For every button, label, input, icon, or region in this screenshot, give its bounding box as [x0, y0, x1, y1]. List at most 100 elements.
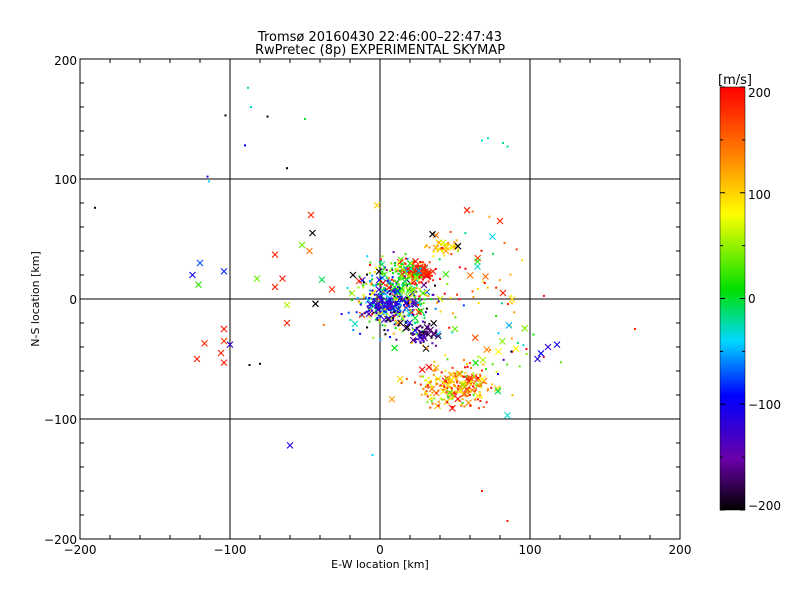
data-point: [430, 386, 433, 389]
data-point: [439, 384, 442, 387]
data-point: [433, 397, 436, 400]
data-point: [440, 242, 443, 245]
data-point: [362, 281, 365, 284]
data-point: [438, 258, 441, 261]
data-point: [498, 279, 501, 282]
data-point: [435, 392, 438, 395]
data-point: [441, 250, 444, 253]
data-point: [363, 312, 366, 315]
data-point: [437, 404, 440, 407]
data-point: [432, 373, 435, 376]
data-point: [414, 267, 417, 270]
data-point: [414, 274, 417, 277]
data-point: [369, 304, 372, 307]
data-point-x: [472, 359, 480, 367]
data-point-x: [423, 323, 431, 331]
data-point: [446, 282, 449, 285]
data-point: [460, 371, 463, 374]
data-point: [430, 397, 433, 400]
data-point: [369, 283, 372, 286]
y-axis-ticks: 200 100 0 −100 −200: [44, 54, 77, 547]
data-point: [401, 284, 404, 287]
data-point: [409, 285, 412, 288]
data-point: [480, 384, 483, 387]
data-point: [510, 350, 513, 353]
data-point: [340, 313, 343, 316]
data-point: [429, 298, 432, 301]
data-point-x: [402, 299, 410, 307]
data-point: [429, 271, 432, 274]
data-point: [428, 270, 431, 273]
data-point: [415, 338, 418, 341]
data-point: [465, 375, 468, 378]
data-point: [507, 303, 510, 306]
data-point: [416, 328, 419, 331]
data-point: [419, 324, 422, 327]
data-point: [400, 382, 403, 385]
data-point: [400, 317, 403, 320]
data-points: [94, 86, 636, 522]
data-point: [208, 180, 210, 183]
data-point: [390, 262, 393, 265]
data-point-x: [489, 233, 496, 240]
data-point: [395, 338, 398, 341]
data-point: [477, 379, 480, 382]
data-point: [481, 490, 483, 492]
data-point: [461, 381, 464, 384]
data-point-x: [375, 268, 383, 275]
data-point: [452, 396, 455, 399]
data-point: [417, 333, 420, 336]
data-point: [392, 251, 395, 254]
data-point: [359, 314, 362, 317]
data-point: [381, 255, 384, 258]
data-point: [393, 288, 396, 291]
data-point: [389, 320, 392, 323]
data-point: [386, 276, 389, 279]
data-point: [442, 388, 445, 391]
data-point: [377, 293, 380, 296]
data-point: [434, 246, 437, 249]
data-point-x: [385, 284, 393, 292]
data-point: [379, 295, 382, 298]
data-point-x: [512, 345, 520, 353]
data-point: [499, 387, 502, 390]
data-point: [422, 261, 425, 264]
data-point: [380, 260, 383, 263]
data-point: [416, 279, 419, 282]
data-point-x: [419, 265, 426, 273]
x-tick-label: 200: [669, 543, 692, 557]
data-point: [425, 330, 428, 333]
data-point: [418, 266, 421, 269]
data-point: [389, 335, 392, 338]
data-point: [468, 393, 471, 396]
data-point: [423, 314, 426, 317]
data-point: [506, 363, 509, 366]
data-point: [477, 355, 480, 358]
y-tick-label: −100: [44, 413, 77, 427]
data-point-x: [385, 300, 393, 308]
data-point: [422, 269, 425, 272]
data-point: [486, 389, 489, 392]
data-point: [430, 400, 433, 403]
data-point: [386, 283, 389, 286]
data-point: [423, 298, 426, 301]
data-point: [394, 279, 397, 282]
data-point: [467, 388, 470, 391]
data-point: [469, 384, 472, 387]
data-point: [390, 297, 393, 300]
data-point: [414, 341, 417, 344]
data-point-x: [442, 270, 450, 278]
data-point: [458, 266, 461, 269]
data-point: [420, 330, 423, 333]
data-point: [410, 281, 413, 284]
data-point: [485, 368, 488, 371]
data-point: [425, 327, 428, 330]
data-point: [369, 264, 372, 267]
data-point: [361, 279, 364, 282]
data-point: [418, 275, 421, 278]
data-point: [381, 292, 384, 295]
data-point: [409, 287, 412, 290]
data-point: [384, 298, 387, 301]
data-point: [399, 269, 402, 272]
data-point: [387, 308, 390, 311]
